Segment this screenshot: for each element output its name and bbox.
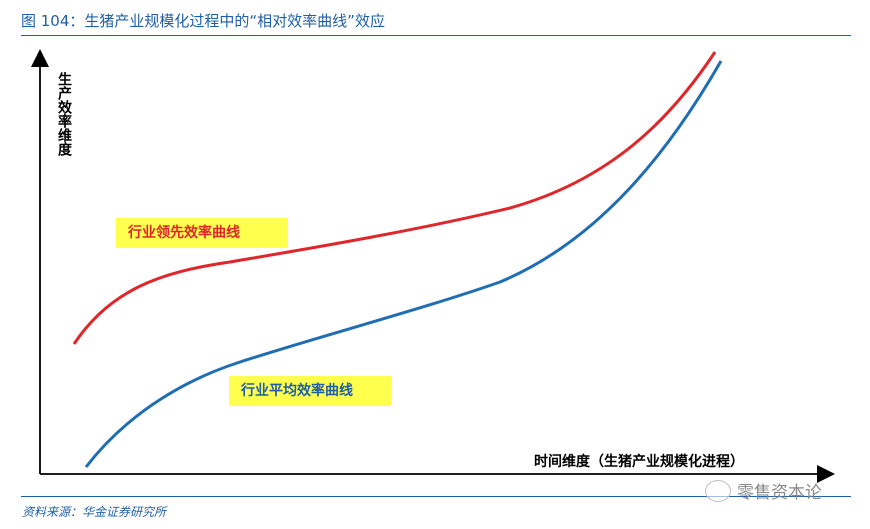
average-efficiency-curve — [84, 60, 723, 468]
figure-title: 图 104：生猪产业规模化过程中的“相对效率曲线”效应 — [21, 12, 385, 30]
watermark: 零售资本论 — [705, 478, 822, 503]
wechat-icon — [705, 479, 731, 502]
leading-efficiency-curve — [72, 51, 717, 345]
footer-divider — [21, 496, 851, 497]
source-note: 资料来源：华金证券研究所 — [22, 505, 167, 519]
x-axis-label: 时间维度（生猪产业规模化进程） — [534, 454, 744, 470]
y-axis-label: 生产效率维度 — [56, 72, 72, 156]
leading-curve-label: 行业领先效率曲线 — [116, 218, 288, 248]
watermark-text: 零售资本论 — [737, 483, 822, 503]
average-curve-label: 行业平均效率曲线 — [229, 376, 391, 406]
title-divider — [21, 35, 851, 36]
